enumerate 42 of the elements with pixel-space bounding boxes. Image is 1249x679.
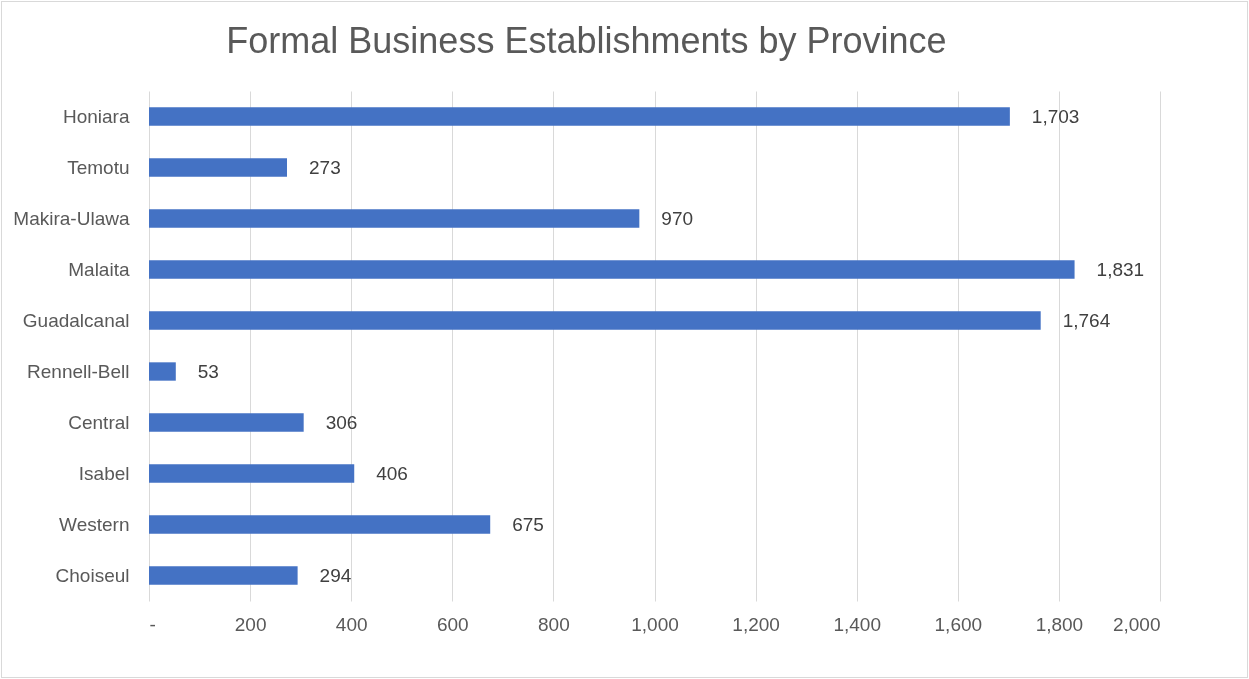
x-tick-label: 400 bbox=[335, 613, 368, 635]
x-tick-label: 1,800 bbox=[1035, 613, 1084, 635]
data-label: 53 bbox=[197, 360, 219, 382]
data-label: 294 bbox=[319, 564, 352, 586]
x-tick-label: 600 bbox=[436, 613, 469, 635]
data-label: 1,764 bbox=[1062, 309, 1111, 331]
bar bbox=[149, 515, 491, 534]
bar bbox=[149, 158, 287, 177]
data-label: 1,831 bbox=[1096, 258, 1145, 280]
x-tick-label: - bbox=[149, 613, 156, 635]
y-tick-label: Malaita bbox=[68, 258, 130, 280]
bar bbox=[149, 260, 1075, 279]
y-tick-label: Makira-Ulawa bbox=[13, 207, 130, 229]
y-tick-label: Central bbox=[68, 411, 130, 433]
y-tick-label: Western bbox=[59, 513, 130, 535]
x-tick-label: 1,600 bbox=[934, 613, 983, 635]
x-tick-label: 1,400 bbox=[833, 613, 881, 635]
y-tick-label: Honiara bbox=[62, 105, 130, 127]
bar bbox=[149, 362, 176, 381]
data-label: 406 bbox=[376, 462, 408, 484]
data-label: 273 bbox=[309, 156, 341, 178]
bar bbox=[149, 311, 1041, 330]
y-tick-label: Isabel bbox=[78, 462, 130, 484]
y-tick-label: Guadalcanal bbox=[22, 309, 130, 331]
x-tick-label: 1,200 bbox=[732, 613, 780, 635]
x-tick-label: 2,000 bbox=[1112, 613, 1161, 635]
chart-title: Formal Business Establishments by Province bbox=[226, 20, 947, 61]
y-tick-label: Choiseul bbox=[55, 564, 130, 586]
bar bbox=[149, 464, 355, 483]
data-label: 306 bbox=[325, 411, 358, 433]
data-label: 675 bbox=[512, 513, 544, 535]
bar bbox=[149, 413, 304, 432]
y-tick-label: Temotu bbox=[67, 156, 130, 178]
x-tick-label: 200 bbox=[234, 613, 267, 635]
bar bbox=[149, 209, 640, 228]
bar bbox=[149, 566, 298, 585]
x-tick-label: 1,000 bbox=[631, 613, 679, 635]
data-label: 1,703 bbox=[1031, 105, 1080, 127]
x-tick-label: 800 bbox=[538, 613, 570, 635]
bar bbox=[149, 107, 1010, 126]
y-tick-label: Rennell-Bell bbox=[27, 360, 130, 382]
data-label: 970 bbox=[661, 207, 694, 229]
